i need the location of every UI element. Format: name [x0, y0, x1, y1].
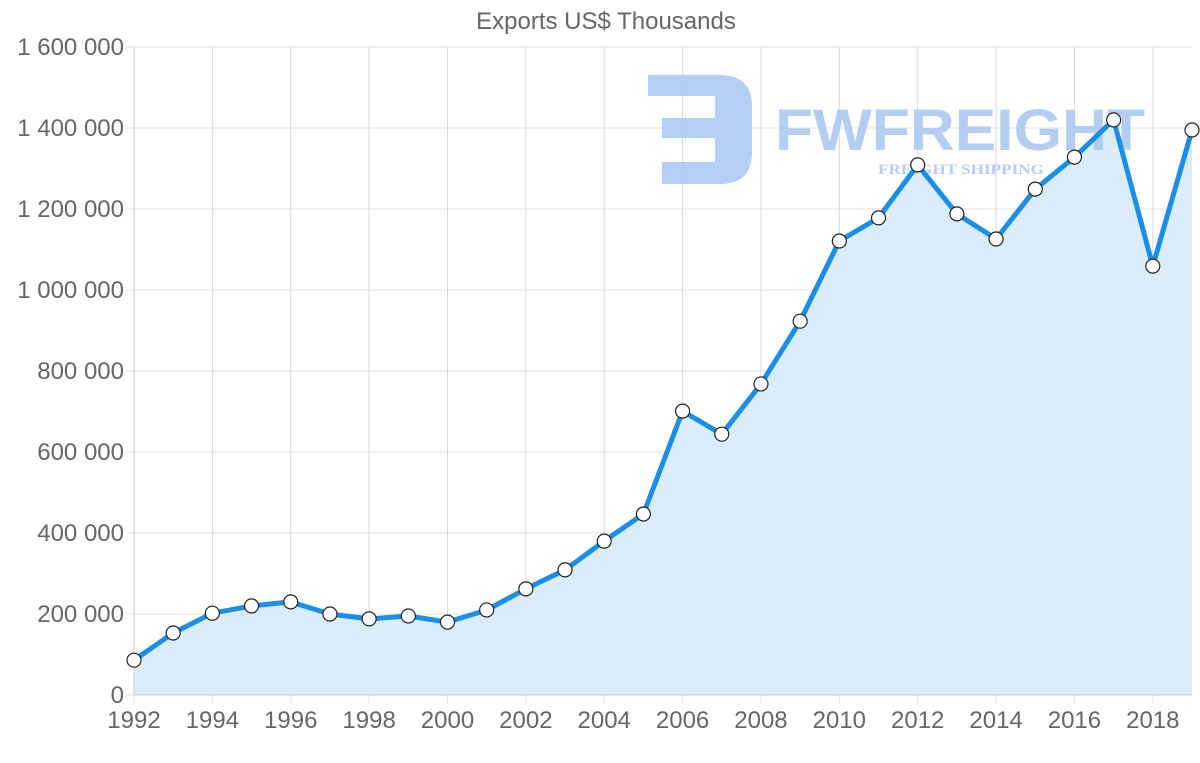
x-tick-label: 2018 — [1126, 707, 1179, 734]
data-point-1992[interactable] — [126, 652, 142, 668]
data-point-1993[interactable] — [165, 625, 181, 641]
data-point-2011[interactable] — [870, 210, 887, 226]
data-point-1995[interactable] — [243, 598, 260, 614]
x-tick-label: 2016 — [1048, 707, 1101, 734]
x-tick-label: 1994 — [186, 707, 239, 734]
data-point-2014[interactable] — [988, 231, 1004, 247]
y-tick-label: 1 200 000 — [17, 196, 124, 223]
data-point-2008[interactable] — [753, 376, 769, 392]
x-tick-label: 2010 — [813, 707, 866, 734]
watermark-brand: FWFREIGHT — [775, 98, 1145, 163]
data-point-2007[interactable] — [714, 426, 730, 442]
x-tick-label: 2000 — [421, 707, 474, 734]
y-axis-ticks: 0 200 000 400 000 600 000 800 000 1 000 000 1 … — [17, 34, 124, 709]
axes — [133, 47, 1192, 696]
data-point-1994[interactable] — [204, 605, 220, 621]
data-point-2018[interactable] — [1145, 258, 1161, 274]
y-tick-label: 0 — [111, 682, 124, 709]
data-point-2009[interactable] — [792, 313, 808, 329]
x-tick-label: 2006 — [656, 707, 709, 734]
data-point-2016[interactable] — [1066, 149, 1083, 165]
data-point-2002[interactable] — [518, 581, 534, 597]
data-point-2000[interactable] — [439, 614, 456, 630]
data-point-2019[interactable] — [1184, 122, 1200, 138]
x-tick-label: 2004 — [578, 707, 631, 734]
data-point-1999[interactable] — [400, 608, 416, 624]
fwfreight-watermark-logo: FWFREIGHT FREIGHT SHIPPING — [648, 75, 1145, 184]
data-point-2012[interactable] — [910, 157, 926, 173]
x-tick-label: 2002 — [499, 707, 552, 734]
y-tick-label: 1 400 000 — [17, 115, 124, 142]
data-point-2005[interactable] — [635, 506, 652, 522]
data-point-1996[interactable] — [283, 594, 299, 610]
data-point-2001[interactable] — [479, 602, 495, 618]
data-point-2006[interactable] — [674, 403, 691, 419]
area-fill — [134, 119, 1192, 695]
y-tick-label: 600 000 — [37, 439, 124, 466]
data-point-2017[interactable] — [1106, 112, 1122, 128]
x-axis-ticks: 1992 1994 1996 1998 2000 2002 2004 2006 2008 2010… — [107, 707, 1179, 734]
chart-title: Exports US$ Thousands — [476, 8, 736, 35]
x-tick-label: 2014 — [969, 707, 1022, 734]
y-tick-label: 800 000 — [37, 358, 124, 385]
data-point-2015[interactable] — [1027, 181, 1043, 197]
data-point-1997[interactable] — [322, 606, 338, 622]
x-tick-label: 1996 — [264, 707, 317, 734]
x-tick-label: 2012 — [891, 707, 944, 734]
data-point-1998[interactable] — [361, 611, 377, 627]
data-point-2013[interactable] — [949, 206, 965, 222]
data-line — [132, 117, 1195, 663]
y-tick-label: 200 000 — [37, 601, 124, 628]
x-tick-label: 1992 — [107, 707, 160, 734]
data-point-2004[interactable] — [596, 533, 612, 549]
y-tick-label: 1 600 000 — [17, 34, 124, 61]
data-points — [126, 112, 1200, 668]
data-point-2010[interactable] — [831, 233, 847, 249]
brand-mark-icon — [648, 75, 752, 184]
y-tick-label: 400 000 — [37, 520, 124, 547]
watermark-tagline: FREIGHT SHIPPING — [878, 162, 1044, 178]
data-point-2003[interactable] — [557, 562, 573, 578]
x-tick-label: 1998 — [342, 707, 395, 734]
y-tick-label: 1 000 000 — [17, 277, 124, 304]
x-tick-label: 2008 — [734, 707, 787, 734]
